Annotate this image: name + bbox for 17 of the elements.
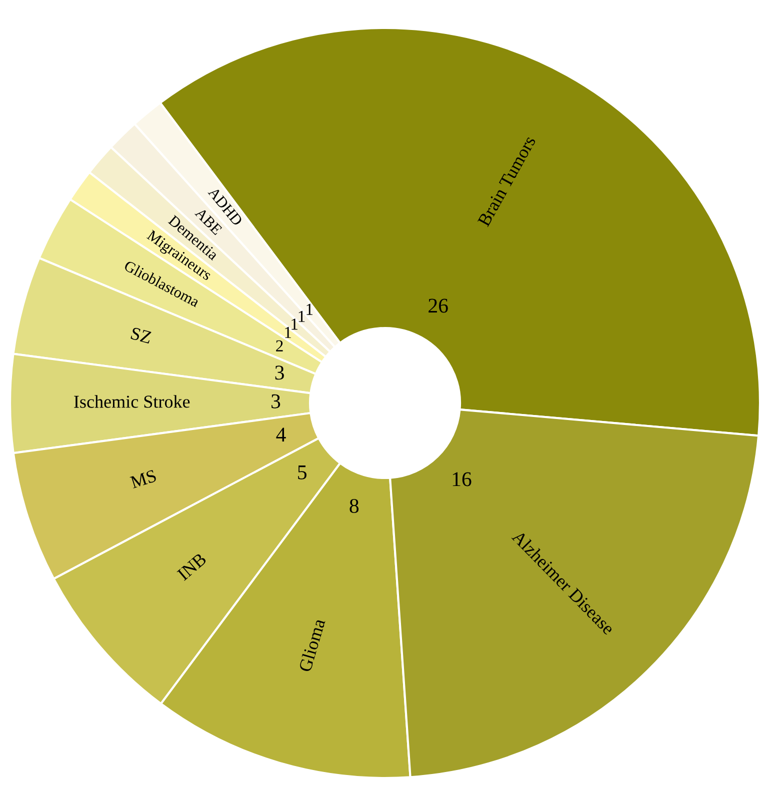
data-label: 1 xyxy=(306,304,313,315)
data-label: 1 xyxy=(285,326,291,338)
data-label: 3 xyxy=(272,394,280,408)
data-label: 4 xyxy=(276,428,286,442)
slice-label: Ischemic Stroke xyxy=(74,395,190,408)
data-label: 5 xyxy=(298,466,306,480)
data-label: 1 xyxy=(292,318,298,330)
data-label: 8 xyxy=(350,498,359,514)
slice-label: SZ xyxy=(130,327,152,344)
slice-label: INB xyxy=(176,552,207,581)
slice-label: Glioma xyxy=(298,618,326,672)
data-label: 3 xyxy=(275,366,284,380)
slice-label: MS xyxy=(130,470,157,489)
data-label: 1 xyxy=(298,310,305,322)
data-label: 2 xyxy=(276,340,283,352)
data-label: 26 xyxy=(428,298,448,313)
data-label: 16 xyxy=(452,472,472,486)
